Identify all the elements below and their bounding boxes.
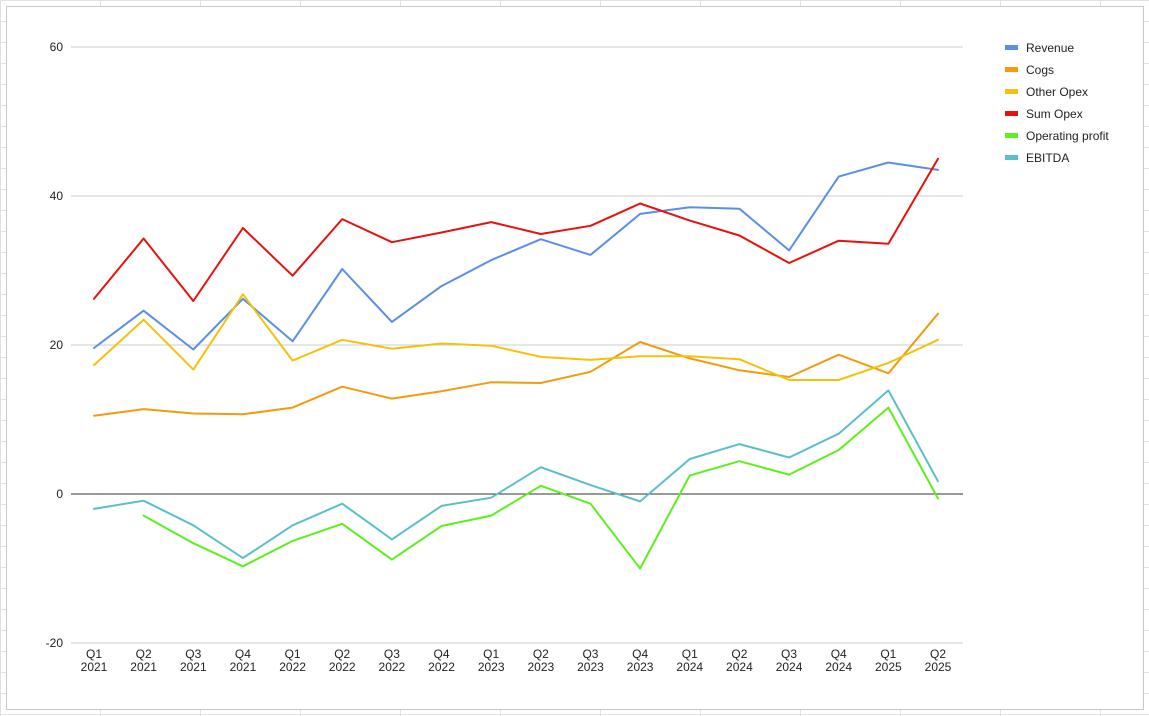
x-axis-ticks: Q1 2021 Q2 2021 Q3 2021 Q4 2021 Q1 2022 Q2 2022 Q3 20… bbox=[81, 647, 952, 674]
y-axis-ticks: -20 0 20 40 60 bbox=[46, 40, 64, 650]
gridlines bbox=[71, 46, 963, 644]
legend-swatch-ebitda bbox=[1005, 155, 1018, 160]
x-tick-label: Q4 2021 bbox=[230, 647, 257, 674]
legend-swatch-revenue bbox=[1005, 45, 1018, 50]
x-tick-label: Q2 2024 bbox=[726, 647, 753, 674]
legend-swatch-operating-profit bbox=[1005, 133, 1018, 138]
legend-swatch-cogs bbox=[1005, 67, 1018, 72]
x-tick-label: Q3 2023 bbox=[577, 647, 604, 674]
legend-swatch-other-opex bbox=[1005, 89, 1018, 94]
series-line-cogs bbox=[93, 312, 939, 417]
series-line-sum-opex bbox=[93, 157, 939, 302]
legend-label-sum-opex: Sum Opex bbox=[1026, 107, 1083, 121]
series-line-revenue bbox=[93, 161, 939, 351]
x-tick-label: Q2 2021 bbox=[130, 647, 157, 674]
x-tick-label: Q2 2025 bbox=[925, 647, 952, 674]
legend: Revenue Cogs Other Opex Sum Opex Operating p… bbox=[1005, 41, 1109, 165]
y-tick-label: -20 bbox=[46, 636, 64, 650]
x-tick-label: Q1 2024 bbox=[676, 647, 703, 674]
y-tick-label: 20 bbox=[50, 338, 64, 352]
series-line-ebitda bbox=[93, 389, 939, 560]
x-tick-label: Q3 2021 bbox=[180, 647, 207, 674]
y-tick-label: 0 bbox=[56, 487, 63, 501]
series-line-operating-profit bbox=[142, 406, 939, 570]
series-line-other-opex bbox=[93, 293, 939, 381]
x-tick-label: Q1 2025 bbox=[875, 647, 902, 674]
legend-label-revenue: Revenue bbox=[1026, 41, 1074, 55]
chart-container: -20 0 20 40 60 Q1 2021 Q2 2021 Q3 2021 Q4 2021 Q1 202… bbox=[6, 6, 1144, 710]
x-tick-label: Q1 2021 bbox=[81, 647, 108, 674]
x-tick-label: Q3 2022 bbox=[379, 647, 406, 674]
x-tick-label: Q2 2023 bbox=[527, 647, 554, 674]
legend-label-operating-profit: Operating profit bbox=[1026, 129, 1109, 143]
legend-label-ebitda: EBITDA bbox=[1026, 151, 1069, 165]
x-tick-label: Q1 2023 bbox=[478, 647, 505, 674]
x-tick-label: Q1 2022 bbox=[279, 647, 306, 674]
x-tick-label: Q2 2022 bbox=[329, 647, 356, 674]
x-tick-label: Q3 2024 bbox=[776, 647, 803, 674]
y-tick-label: 60 bbox=[50, 40, 64, 54]
legend-swatch-sum-opex bbox=[1005, 111, 1018, 116]
y-tick-label: 40 bbox=[50, 189, 64, 203]
series-lines bbox=[93, 157, 939, 570]
legend-label-cogs: Cogs bbox=[1026, 63, 1054, 77]
x-tick-label: Q4 2024 bbox=[825, 647, 852, 674]
x-tick-label: Q4 2023 bbox=[627, 647, 654, 674]
legend-label-other-opex: Other Opex bbox=[1026, 85, 1088, 99]
x-tick-label: Q4 2022 bbox=[428, 647, 455, 674]
